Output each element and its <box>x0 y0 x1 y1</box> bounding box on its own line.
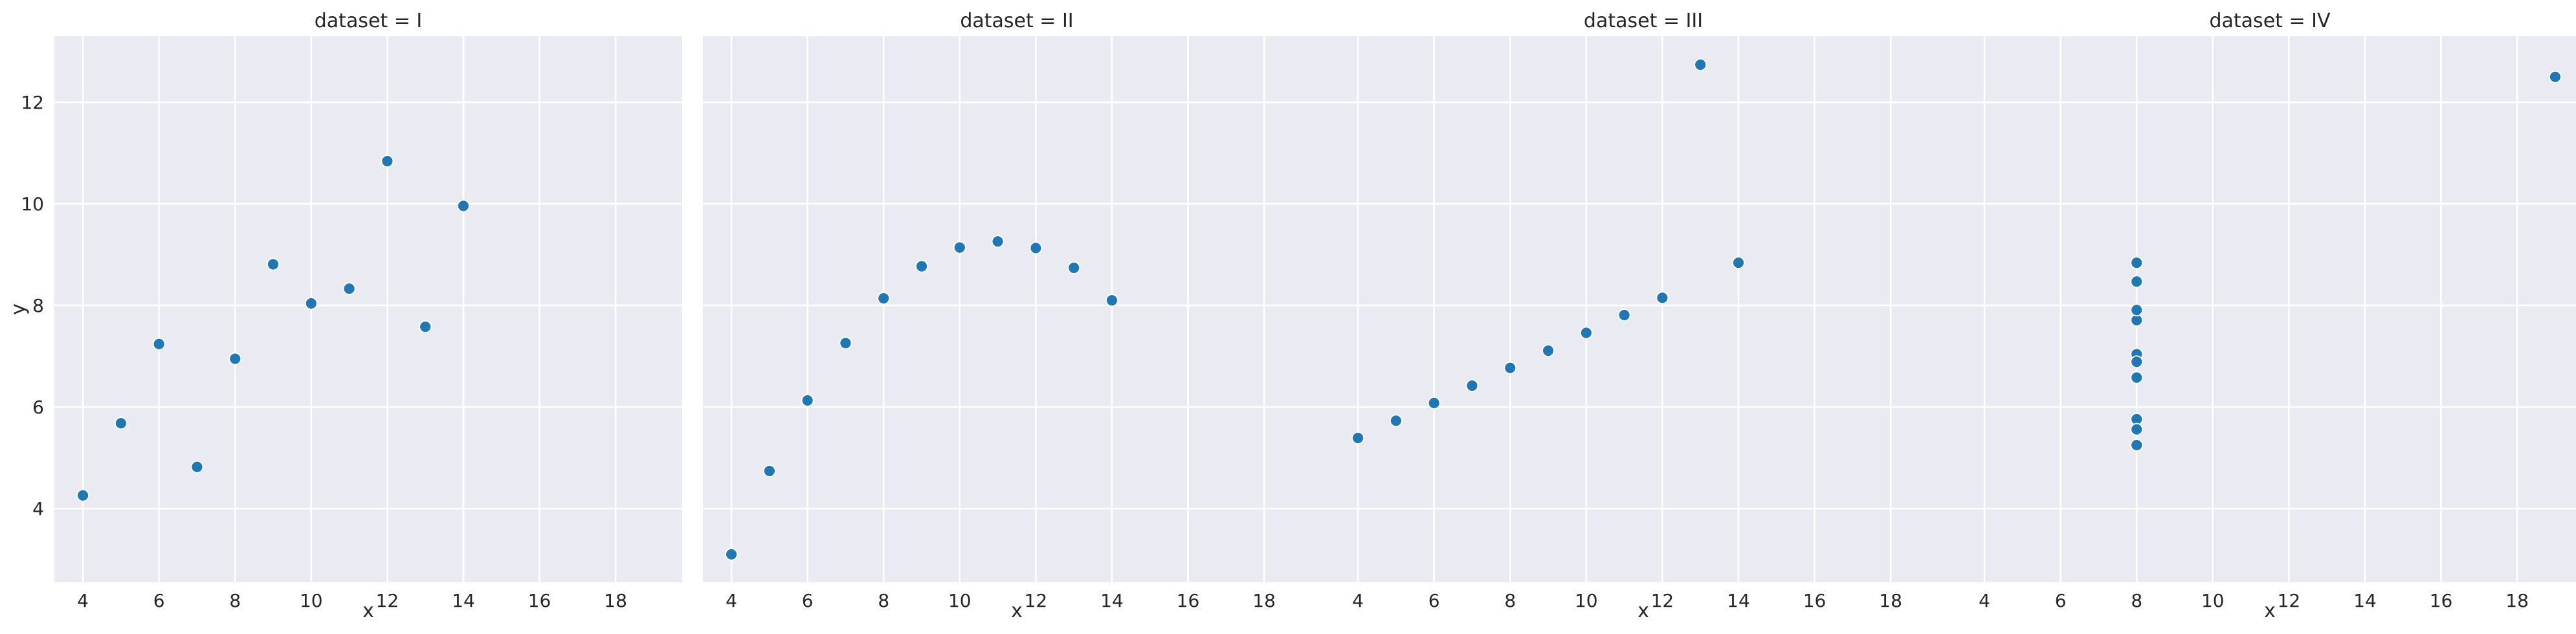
x-tick-label: 8 <box>2131 590 2142 611</box>
x-tick-label: 4 <box>726 590 737 611</box>
data-point <box>342 282 356 296</box>
facet-panel-2: 4 6 8 10 12 14 16 18 dataset = II x <box>703 10 1331 622</box>
data-point <box>1579 326 1593 340</box>
x-tick-label: 6 <box>153 590 165 611</box>
facet-title: dataset = III <box>1584 10 1703 32</box>
data-point <box>1732 256 1745 270</box>
facet-title: dataset = I <box>315 10 422 32</box>
x-tick-label: 12 <box>1651 590 1674 611</box>
x-tick-label: 8 <box>229 590 241 611</box>
data-point <box>1427 396 1441 410</box>
facet-title: dataset = IV <box>2209 10 2330 32</box>
x-tick-label: 16 <box>528 590 551 611</box>
x-tick-label: 18 <box>2505 590 2529 611</box>
x-tick-label: 4 <box>1979 590 1990 611</box>
data-point <box>2130 439 2144 452</box>
data-point <box>1617 309 1631 322</box>
data-point <box>1105 294 1118 307</box>
x-tick-label: 14 <box>452 590 475 611</box>
data-point <box>1351 432 1364 444</box>
x-tick-label: 6 <box>2055 590 2067 611</box>
data-point <box>114 417 128 430</box>
data-point <box>152 337 166 351</box>
data-point <box>1465 379 1479 393</box>
data-point <box>2130 355 2144 369</box>
data-point <box>725 547 738 561</box>
data-point <box>419 320 432 333</box>
y-tick-label: 12 <box>21 92 44 113</box>
panel-background <box>703 36 1331 582</box>
x-tick-label: 16 <box>2430 590 2453 611</box>
data-point <box>2549 70 2562 83</box>
facet-title: dataset = II <box>960 10 1073 32</box>
x-tick-label: 8 <box>878 590 889 611</box>
x-tick-label: 14 <box>1727 590 1750 611</box>
data-point <box>915 259 928 273</box>
panel-background <box>54 36 682 582</box>
data-point <box>2130 371 2144 384</box>
x-tick-label: 14 <box>1100 590 1124 611</box>
x-tick-label: 12 <box>1025 590 1048 611</box>
y-tick-label: 8 <box>32 295 44 316</box>
data-point <box>381 155 394 168</box>
x-tick-label: 10 <box>2201 590 2225 611</box>
facet-panel-4: 4 6 8 10 12 14 16 18 dataset = IV x <box>1956 10 2576 622</box>
y-axis-label: y <box>7 303 30 315</box>
data-point <box>457 199 470 213</box>
x-tick-label: 18 <box>1252 590 1276 611</box>
data-point <box>2130 256 2144 270</box>
x-axis-label: x <box>2264 600 2276 622</box>
data-point <box>1542 344 1555 357</box>
x-tick-label: 4 <box>77 590 89 611</box>
data-point <box>1389 414 1403 428</box>
x-tick-label: 18 <box>1879 590 1902 611</box>
data-point <box>1504 361 1517 375</box>
x-tick-label: 14 <box>2353 590 2377 611</box>
data-point <box>1694 58 1707 71</box>
x-axis-label: x <box>1011 600 1023 622</box>
y-tick-label: 4 <box>32 498 44 519</box>
data-point <box>877 292 891 305</box>
panel-background <box>1329 36 1957 582</box>
y-tick-label: 10 <box>21 193 44 215</box>
data-point <box>1029 241 1043 255</box>
data-point <box>1067 261 1081 274</box>
data-point <box>2130 275 2144 289</box>
x-tick-label: 10 <box>1575 590 1598 611</box>
x-axis-label: x <box>362 600 374 622</box>
data-point <box>801 394 814 407</box>
x-tick-label: 6 <box>802 590 814 611</box>
y-tick-label: 6 <box>32 397 44 418</box>
data-point <box>762 465 776 477</box>
x-axis-label: x <box>1638 600 1649 622</box>
x-tick-label: 10 <box>948 590 972 611</box>
data-point <box>304 297 318 310</box>
x-tick-label: 6 <box>1428 590 1440 611</box>
data-point <box>1656 291 1669 305</box>
x-tick-label: 8 <box>1504 590 1516 611</box>
data-point <box>839 336 852 350</box>
x-tick-label: 10 <box>300 590 323 611</box>
data-point <box>228 352 242 366</box>
data-point <box>190 460 204 474</box>
panel-background <box>1956 36 2576 582</box>
facet-panel-3: 4 6 8 10 12 14 16 18 dataset = III x <box>1329 10 1957 622</box>
data-point <box>953 241 966 254</box>
x-tick-label: 16 <box>1177 590 1200 611</box>
data-point <box>267 257 280 271</box>
x-tick-label: 12 <box>376 590 399 611</box>
x-tick-label: 16 <box>1803 590 1827 611</box>
data-point <box>76 488 89 502</box>
data-point <box>2130 303 2144 317</box>
facet-panel-1: 4 6 8 10 12 14 16 18 4 6 8 10 12 dataset = I x y <box>7 10 682 622</box>
data-point <box>991 235 1005 248</box>
x-tick-label: 18 <box>604 590 627 611</box>
data-point <box>2130 422 2144 436</box>
x-tick-label: 4 <box>1352 590 1364 611</box>
x-tick-label: 12 <box>2278 590 2301 611</box>
